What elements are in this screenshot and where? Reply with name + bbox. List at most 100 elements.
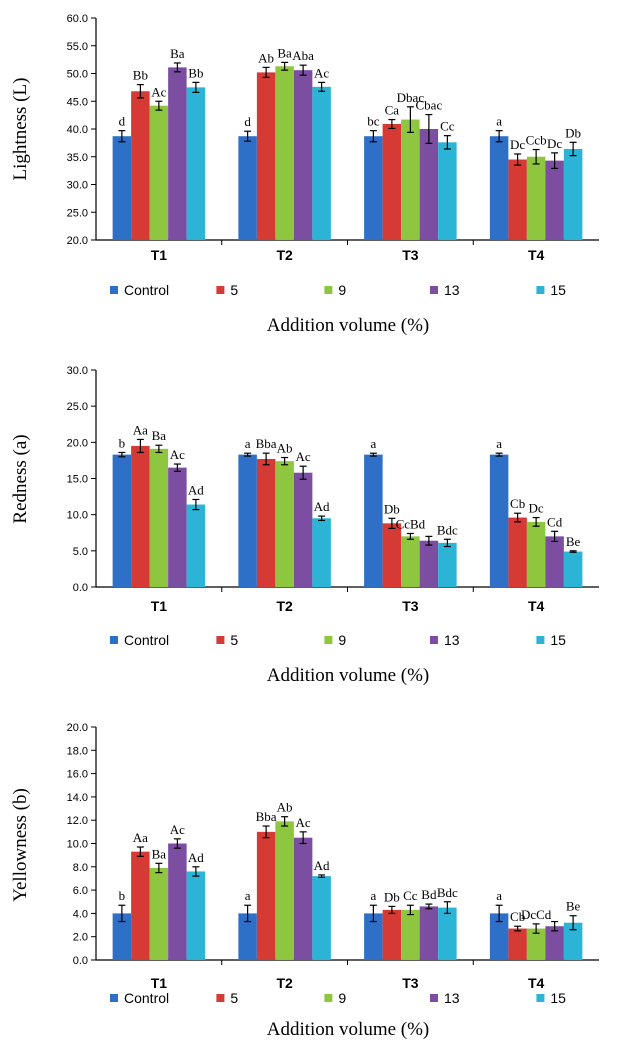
bar-t2-series-13	[293, 70, 313, 240]
significance-letter: Db	[384, 889, 400, 904]
significance-letter: Ac	[170, 447, 185, 462]
significance-letter: Be	[566, 899, 581, 914]
bar-t2-series-13	[293, 837, 313, 960]
y-tick-label: 20.0	[67, 235, 88, 247]
y-tick-label: 16.0	[67, 769, 88, 781]
significance-letter: d	[119, 114, 126, 129]
significance-letter: Bba	[256, 809, 277, 824]
significance-letter: Ad	[314, 858, 330, 873]
significance-letter: Ad	[314, 499, 330, 514]
bar-t3-series-9	[401, 119, 420, 240]
legend-swatch-9	[324, 994, 333, 1002]
y-tick-label: 20.0	[67, 722, 88, 734]
significance-letter: Ba	[277, 45, 292, 60]
legend-label-13: 13	[444, 632, 460, 648]
legend-swatch-15	[536, 636, 545, 644]
bar-t2-series-9	[275, 66, 294, 240]
legend-label-5: 5	[230, 632, 238, 648]
significance-letter: Ba	[170, 46, 185, 61]
legend-swatch-13	[430, 286, 438, 294]
bar-t2-series-control	[238, 913, 257, 960]
y-tick-label: 40.0	[67, 124, 88, 136]
significance-letter: bc	[367, 114, 380, 129]
legend-label-control: Control	[124, 990, 169, 1006]
significance-letter: Cc	[440, 119, 455, 134]
legend-swatch-control	[110, 286, 118, 294]
bar-t3-series-15	[438, 907, 457, 960]
significance-letter: Cc	[403, 888, 418, 903]
bar-t2-series-9	[275, 821, 294, 960]
legend-label-5: 5	[230, 282, 238, 298]
bar-t4-series-5	[508, 517, 527, 587]
significance-letter: Ac	[296, 449, 311, 464]
bar-t1-series-13	[168, 67, 187, 241]
significance-letter: Bb	[133, 68, 148, 83]
bar-t3-series-control	[364, 454, 383, 587]
bar-t1-series-5	[131, 91, 150, 240]
legend-swatch-5	[216, 994, 225, 1002]
bar-t1-series-13	[168, 467, 187, 587]
y-tick-label: 60.0	[67, 13, 88, 25]
category-label-t1: T1	[151, 975, 168, 991]
significance-letter: Bdc	[437, 522, 458, 537]
chart-panel-3: 0.0 2.0 4.0 6.0 8.0 10.0 12.0 14.0 16.0 18.0 20.0 b…	[10, 722, 599, 1040]
significance-letter: Ca	[385, 103, 400, 118]
y-tick-label: 18.0	[67, 745, 88, 757]
bar-t2-series-15	[312, 518, 331, 587]
bar-t3-series-13	[419, 540, 439, 587]
y-tick-label: 6.0	[73, 885, 88, 897]
category-label-t1: T1	[151, 247, 168, 263]
significance-letter: Ad	[188, 482, 204, 497]
legend-label-9: 9	[338, 632, 346, 648]
y-tick-label: 30.0	[67, 365, 88, 377]
significance-letter: a	[496, 436, 502, 451]
bar-t1-series-15	[186, 871, 206, 960]
bar-t1-series-9	[149, 105, 169, 240]
y-tick-label: 0.0	[73, 955, 88, 967]
y-tick-label: 30.0	[67, 180, 88, 192]
y-tick-label: 50.0	[67, 69, 88, 81]
bar-t4-series-control	[489, 136, 509, 240]
legend-label-15: 15	[550, 632, 566, 648]
category-label-t4: T4	[528, 598, 545, 614]
bar-t4-series-15	[563, 148, 583, 240]
significance-letter: Ab	[277, 800, 293, 815]
bar-t1-series-15	[186, 87, 206, 240]
significance-letter: a	[245, 436, 251, 451]
bar-t4-series-15	[563, 922, 583, 960]
legend-swatch-control	[110, 994, 118, 1002]
y-tick-label: 25.0	[67, 401, 88, 413]
bar-t3-series-control	[364, 136, 383, 240]
significance-letter: Ac	[170, 822, 185, 837]
bar-t2-series-13	[293, 472, 313, 587]
category-label-t2: T2	[276, 247, 293, 263]
y-axis-title: Yellowness (b)	[10, 788, 31, 902]
category-label-t3: T3	[402, 247, 419, 263]
y-tick-label: 12.0	[67, 815, 88, 827]
significance-letter: Db	[384, 501, 400, 516]
bar-t2-series-9	[275, 461, 294, 587]
legend-swatch-13	[430, 636, 438, 644]
bar-t1-series-15	[186, 504, 206, 587]
significance-letter: a	[370, 888, 376, 903]
bar-t3-series-15	[438, 142, 457, 240]
y-tick-label: 4.0	[73, 908, 88, 920]
category-label-t3: T3	[402, 975, 419, 991]
bar-t3-series-control	[364, 913, 383, 960]
significance-letter: Ad	[188, 850, 204, 865]
y-tick-label: 45.0	[67, 96, 88, 108]
category-label-t3: T3	[402, 598, 419, 614]
bar-t1-series-9	[149, 867, 169, 960]
y-tick-label: 20.0	[67, 437, 88, 449]
bar-t2-series-5	[256, 831, 276, 960]
significance-letter: CcBd	[396, 516, 426, 531]
bar-t1-series-control	[112, 136, 132, 240]
legend-label-9: 9	[338, 990, 346, 1006]
significance-letter: Ac	[151, 84, 166, 99]
bar-t4-series-13	[545, 536, 564, 587]
bar-t4-series-control	[489, 454, 509, 587]
significance-letter: Dbac	[397, 90, 425, 105]
significance-letter: Ab	[277, 441, 293, 456]
legend-label-13: 13	[444, 282, 460, 298]
bar-t1-series-5	[131, 445, 150, 587]
